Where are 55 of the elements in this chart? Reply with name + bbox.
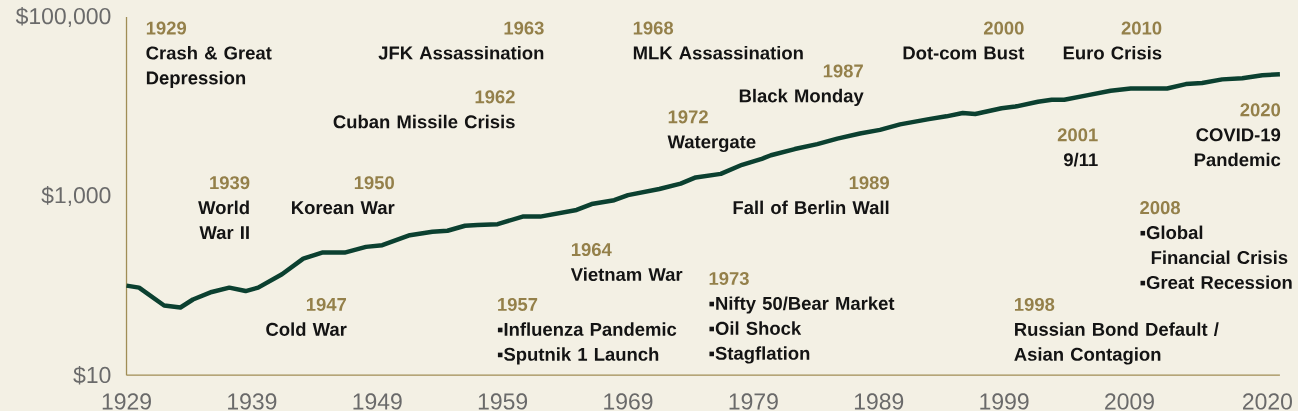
annotation: Crash & Great Depression [146,45,272,89]
annotation: 1950 [354,176,394,190]
annotation: 1964 [571,242,612,257]
annotation: ▪Global Financial Crisis [1140,225,1288,265]
x-tick-label: 1979 [729,393,778,410]
annotation: Korean War [292,201,395,215]
annotation: Cuban Missile Crisis [333,114,515,129]
annotation: 1963 [504,21,544,35]
annotation: 1987 [823,64,863,78]
annotation: Vietnam War [570,267,683,281]
annotation: ▪Stagflation [709,346,810,364]
annotation: 1957 [498,297,538,311]
annotation: ▪Sputnik 1 Launch [497,347,659,365]
annotation: JFK Assassination [378,45,544,60]
annotation: 1989 [849,176,889,190]
annotation: 9/11 [1063,152,1098,167]
y-tick-label: $100,000 [15,6,111,27]
annotation: COVID-19 Pandemic [1194,128,1281,167]
annotation: World War II [198,200,249,240]
annotation: Black Monday [739,88,864,107]
annotation: 2008 [1140,201,1181,215]
x-tick-label: 1939 [228,393,277,410]
annotation: Dot-com Bust [903,46,1025,60]
annotation: 1968 [633,21,674,35]
annotation: 1962 [475,90,515,104]
annotation: 1947 [306,297,347,311]
annotation: 2001 [1057,128,1098,142]
annotation: 1998 [1014,297,1055,311]
annotation: Euro Crisis [1063,45,1162,60]
annotation: 2000 [983,21,1024,35]
x-tick-label: 1929 [102,393,151,410]
x-tick-label: 1999 [980,393,1029,410]
annotation: Watergate [667,135,756,152]
annotation: 1972 [668,110,708,124]
x-tick-label: 1989 [854,393,904,410]
annotation: Cold War [266,322,347,336]
annotation: 1973 [709,271,749,285]
annotation: Russian Bond Default / Asian Contagion [1014,322,1219,365]
annotation: 1939 [210,176,250,190]
x-tick-label: 1959 [478,393,528,410]
x-tick-label: 2020 [1243,393,1292,410]
annotation: ▪Oil Shock [709,321,802,335]
annotation: 2020 [1240,103,1281,117]
x-tick-label: 2009 [1105,393,1154,410]
annotation: ▪Influenza Pandemic [497,322,677,336]
annotation: MLK Assassination [633,45,803,60]
x-tick-label: 1949 [353,393,402,410]
annotation: ▪Nifty 50/Bear Market [709,296,895,314]
y-tick-label: $10 [73,365,111,385]
annotation: ▪Great Recession [1140,275,1292,289]
annotation: Fall of Berlin Wall [733,200,889,215]
y-tick-label: $1,000 [41,186,111,206]
x-tick-label: 1969 [604,393,653,410]
annotation: 2010 [1121,21,1162,35]
annotation: 1929 [146,21,187,35]
